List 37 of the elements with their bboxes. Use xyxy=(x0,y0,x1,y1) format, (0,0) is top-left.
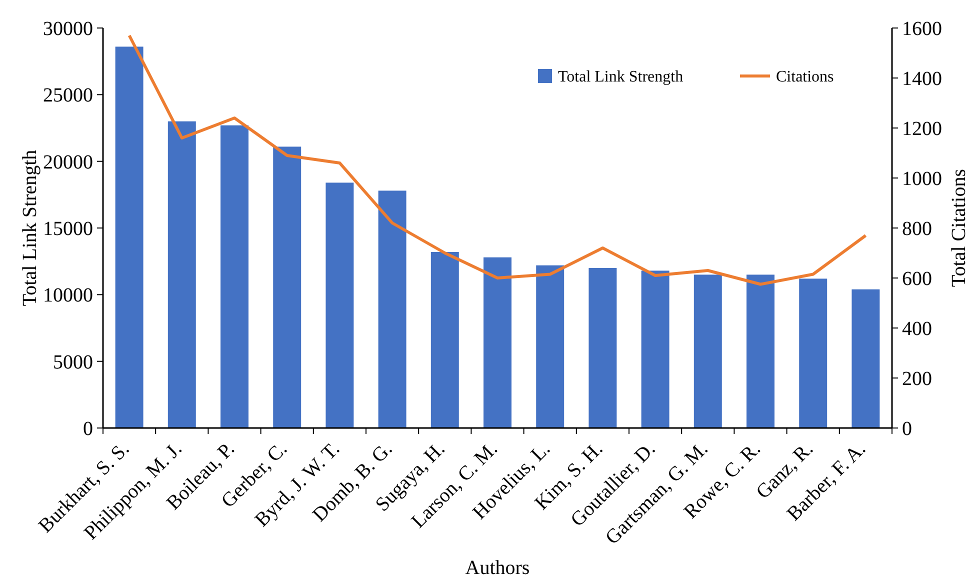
bar xyxy=(220,125,248,428)
y-axis-title: Total Link Strength xyxy=(19,150,41,306)
y2-axis-title: Total Citations xyxy=(948,168,970,288)
y2-tick-label: 1400 xyxy=(902,68,942,90)
bar xyxy=(641,270,670,428)
bar xyxy=(326,182,354,428)
y2-tick-label: 0 xyxy=(902,418,912,440)
bar xyxy=(115,46,144,428)
y2-tick-label: 1600 xyxy=(902,18,942,40)
x-axis-title: Authors xyxy=(465,557,530,579)
y-tick-label: 20000 xyxy=(43,151,93,174)
y2-tick-label: 200 xyxy=(902,368,932,390)
y2-tick-label: 800 xyxy=(902,218,932,240)
bar xyxy=(694,274,722,428)
line-series xyxy=(128,34,868,286)
bar xyxy=(430,252,459,428)
y-tick-label: 5000 xyxy=(53,351,93,374)
bar xyxy=(273,146,302,428)
bar xyxy=(484,257,512,428)
legend-label: Citations xyxy=(776,68,834,86)
bar xyxy=(536,265,564,428)
bar xyxy=(746,274,774,428)
bar xyxy=(588,268,617,428)
y-tick-label: 30000 xyxy=(43,18,93,40)
y-tick-label: 15000 xyxy=(43,218,93,240)
y2-tick-label: 400 xyxy=(902,318,932,340)
legend-label: Total Link Strength xyxy=(558,68,684,86)
y-tick-label: 25000 xyxy=(43,84,93,107)
bar xyxy=(168,121,196,428)
bar xyxy=(852,289,880,428)
bar xyxy=(799,278,828,428)
y-tick-label: 0 xyxy=(83,418,93,440)
y2-tick-label: 600 xyxy=(902,268,932,290)
y2-tick-label: 1200 xyxy=(902,118,942,140)
y2-tick-label: 1000 xyxy=(902,168,942,190)
y-tick-label: 10000 xyxy=(43,284,93,307)
bar xyxy=(378,190,406,428)
